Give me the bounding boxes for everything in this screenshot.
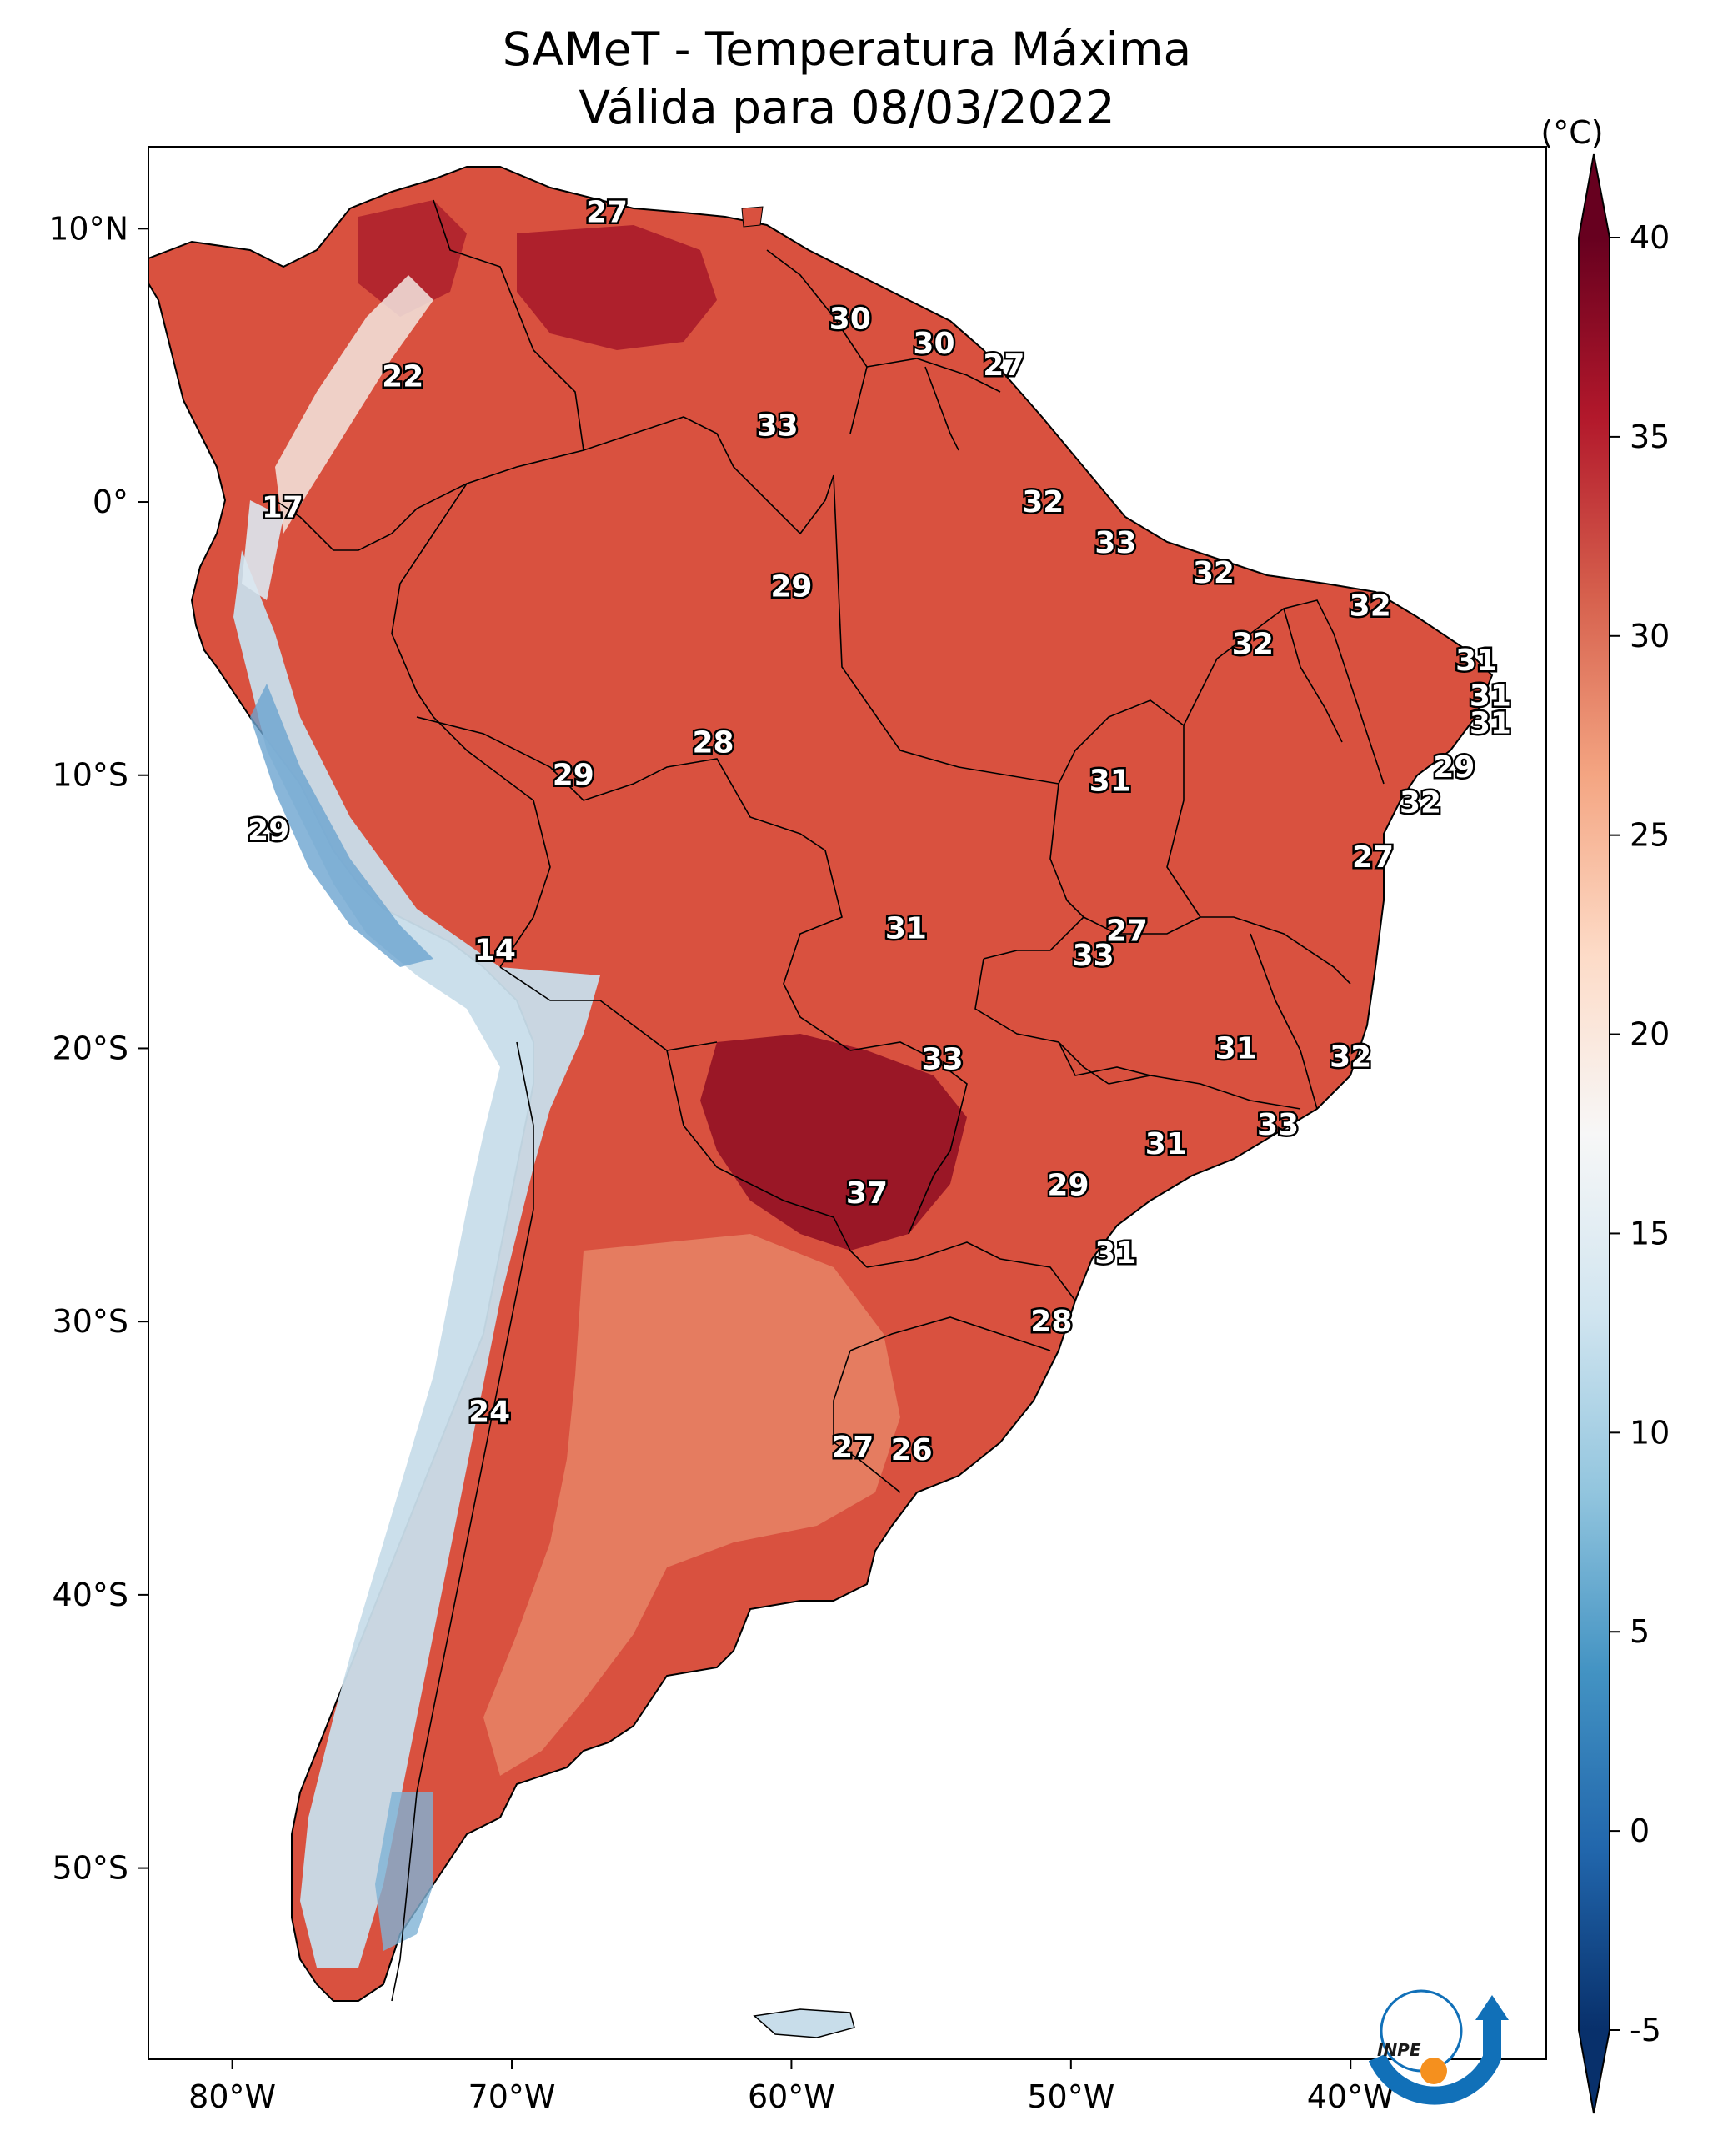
station-label: 33 xyxy=(1094,526,1136,560)
station-label: 33 xyxy=(757,409,799,443)
ecuador-andes-cool xyxy=(242,500,283,600)
lat-tick-label: 50°S xyxy=(53,1850,128,1887)
heat-core-colombia xyxy=(358,200,467,317)
station-label: 29 xyxy=(553,759,594,793)
colorbar-tick-label: 5 xyxy=(1630,1613,1650,1650)
title-line1: SAMeT - Temperatura Máxima xyxy=(503,23,1191,76)
station-label: 28 xyxy=(692,725,734,760)
colombia-andes-cool xyxy=(275,275,433,534)
station-label: 29 xyxy=(1433,750,1475,785)
station-label: 31 xyxy=(885,911,927,945)
station-label: 30 xyxy=(913,327,954,361)
station-label: 24 xyxy=(468,1395,510,1429)
colorbar-tick-label: 20 xyxy=(1630,1016,1670,1053)
colorbar-body xyxy=(1579,238,1610,2030)
station-label: 17 xyxy=(262,491,303,525)
colorbar-tick-label: 35 xyxy=(1630,419,1670,455)
station-label: 27 xyxy=(983,348,1024,383)
colorbar-tick-label: 0 xyxy=(1630,1813,1650,1849)
station-label: 29 xyxy=(248,813,289,847)
logo-dot xyxy=(1420,2058,1447,2084)
station-label: 31 xyxy=(1470,679,1511,714)
colorbar: (°C) -5 0 5 10 15 20 25 30 35 40 xyxy=(1540,114,1670,2114)
lat-tick-label: 40°S xyxy=(53,1577,128,1613)
station-label: 32 xyxy=(1350,589,1391,624)
station-label: 31 xyxy=(1145,1127,1187,1161)
station-label: 30 xyxy=(829,302,871,336)
station-label: 32 xyxy=(1022,485,1064,519)
lon-tick-label: 60°W xyxy=(748,2078,835,2115)
lat-tick-label: 30°S xyxy=(53,1303,128,1340)
colorbar-tick-label: 40 xyxy=(1630,219,1670,256)
colorbar-tick-label: 30 xyxy=(1630,618,1670,654)
colorbar-max-arrow xyxy=(1579,154,1610,238)
lat-tick-label: 10°S xyxy=(53,757,128,794)
lat-tick-label: 20°S xyxy=(53,1030,128,1066)
heat-core-north xyxy=(517,225,717,350)
country-borders xyxy=(274,199,1385,2002)
lon-tick-label: 40°W xyxy=(1307,2078,1395,2115)
lon-tick-label: 50°W xyxy=(1027,2078,1114,2115)
station-label: 32 xyxy=(1400,786,1441,820)
station-label: 32 xyxy=(1193,556,1235,590)
station-label: 29 xyxy=(1047,1168,1089,1202)
station-label: 29 xyxy=(770,570,812,604)
logo-arrow xyxy=(1475,1995,1509,2020)
colorbar-ticks: -5 0 5 10 15 20 25 30 35 40 xyxy=(1610,219,1670,2048)
station-label: 33 xyxy=(1073,939,1114,973)
map-content xyxy=(148,166,1494,2038)
longitude-ticks: 80°W 70°W 60°W 50°W 40°W xyxy=(188,2059,1395,2115)
station-label: 32 xyxy=(1330,1040,1371,1074)
colorbar-tick-label: 10 xyxy=(1630,1414,1670,1451)
map-frame xyxy=(148,146,1547,2060)
inpe-logo: INPE xyxy=(1368,1989,1509,2105)
latitude-ticks: 10°N 0° 10°S 20°S 30°S 40°S 50°S xyxy=(48,210,148,1887)
station-label: 32 xyxy=(1232,627,1274,661)
station-label: 31 xyxy=(1215,1031,1257,1065)
patagonia-cold-core xyxy=(375,1792,433,1951)
station-label: 33 xyxy=(1257,1108,1299,1142)
station-label: 27 xyxy=(1352,840,1394,875)
lon-tick-label: 70°W xyxy=(468,2078,556,2115)
lat-tick-label: 10°N xyxy=(48,210,128,247)
colorbar-tick-label: -5 xyxy=(1630,2012,1661,2048)
colorbar-tick-label: 25 xyxy=(1630,817,1670,854)
heat-core-chaco xyxy=(700,1034,967,1251)
station-label: 31 xyxy=(1094,1236,1136,1271)
title-line2: Válida para 08/03/2022 xyxy=(579,81,1114,134)
station-label: 31 xyxy=(1470,706,1511,740)
station-label: 33 xyxy=(921,1043,963,1077)
station-label: 31 xyxy=(1089,764,1131,798)
falkland-islands xyxy=(753,2008,855,2038)
station-label: 27 xyxy=(586,196,628,230)
colorbar-min-arrow xyxy=(1579,2030,1610,2113)
station-label: 26 xyxy=(891,1433,933,1467)
colorbar-unit: (°C) xyxy=(1540,114,1603,151)
station-label: 27 xyxy=(832,1431,874,1465)
logo-text: INPE xyxy=(1377,2040,1421,2060)
station-label: 14 xyxy=(474,933,516,967)
station-label: 31 xyxy=(1455,644,1497,678)
lon-tick-label: 80°W xyxy=(188,2078,276,2115)
station-label: 37 xyxy=(846,1176,888,1211)
warm-zone-pampas xyxy=(483,1234,900,1776)
station-label: 22 xyxy=(382,359,423,394)
caribbean-islands xyxy=(741,206,764,228)
colorbar-tick-label: 15 xyxy=(1630,1215,1670,1251)
lat-tick-label: 0° xyxy=(93,484,128,520)
andes-cold-core xyxy=(250,684,433,967)
station-label: 27 xyxy=(1106,915,1148,949)
station-label: 28 xyxy=(1030,1305,1072,1339)
logo-arc xyxy=(1368,2016,1501,2105)
